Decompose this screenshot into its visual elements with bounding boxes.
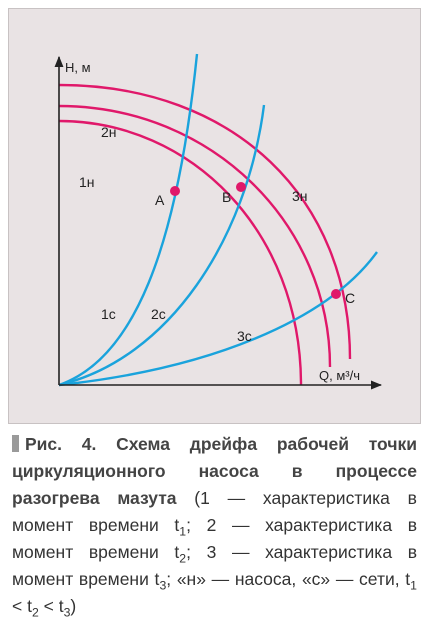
caption-text: )	[70, 596, 77, 616]
network-curve-1c	[58, 53, 199, 387]
network-curve-label-2c: 2с	[151, 306, 166, 322]
pump-curve-label-3n: 3н	[292, 188, 308, 204]
network-curve-label-3c: 3с	[237, 328, 252, 344]
pump-curve-3n	[58, 83, 352, 360]
x-axis-label: Q, м³/ч	[319, 368, 360, 383]
operating-point-label-a: A	[155, 192, 165, 208]
pump-curve-1n	[58, 119, 303, 386]
diagram: H, м Q, м³/ч 1н 2н 3н 1с 2с 3с A B C	[54, 53, 383, 390]
network-curve-label-1c: 1с	[101, 306, 116, 322]
operating-point-c	[331, 289, 341, 299]
figure-panel: H, м Q, м³/ч 1н 2н 3н 1с 2с 3с A B C	[8, 8, 421, 424]
caption-subscript: 2	[179, 551, 187, 566]
caption-text: ; «н» — насоса, «с» — сети, t	[166, 569, 411, 589]
pump-curve-2n	[58, 104, 332, 368]
caption-text: < t	[12, 596, 32, 616]
caption-text: (1 — характеристика в момент времени t	[12, 488, 417, 535]
caption-subscript: 1	[410, 578, 417, 593]
caption-text: ; 3 — характеристика в момент времени t	[12, 542, 417, 589]
network-curve-2c	[58, 104, 266, 387]
operating-point-label-c: C	[345, 290, 355, 306]
pump-curve-label-1n: 1н	[79, 174, 95, 190]
operating-point-label-b: B	[222, 189, 231, 205]
operating-point-a	[170, 186, 180, 196]
network-curve-3c	[58, 251, 378, 387]
caption-subscript: 3	[159, 578, 167, 593]
y-axis-label: H, м	[65, 60, 91, 75]
caption-title: Рис. 4. Схема дрейфа рабочей точки цирку…	[12, 434, 417, 508]
pump-curve-label-2n: 2н	[101, 124, 117, 140]
caption-subscript: 2	[31, 605, 39, 620]
operating-point-b	[236, 182, 246, 192]
caption-text: ; 2 — характеристика в момент времени t	[12, 515, 417, 562]
caption-subscript: 3	[63, 605, 71, 620]
caption-subscript: 1	[179, 524, 187, 539]
caption-marker	[12, 435, 19, 452]
caption-text: < t	[38, 596, 64, 616]
figure-caption: Рис. 4. Схема дрейфа рабочей точки цирку…	[12, 431, 417, 620]
